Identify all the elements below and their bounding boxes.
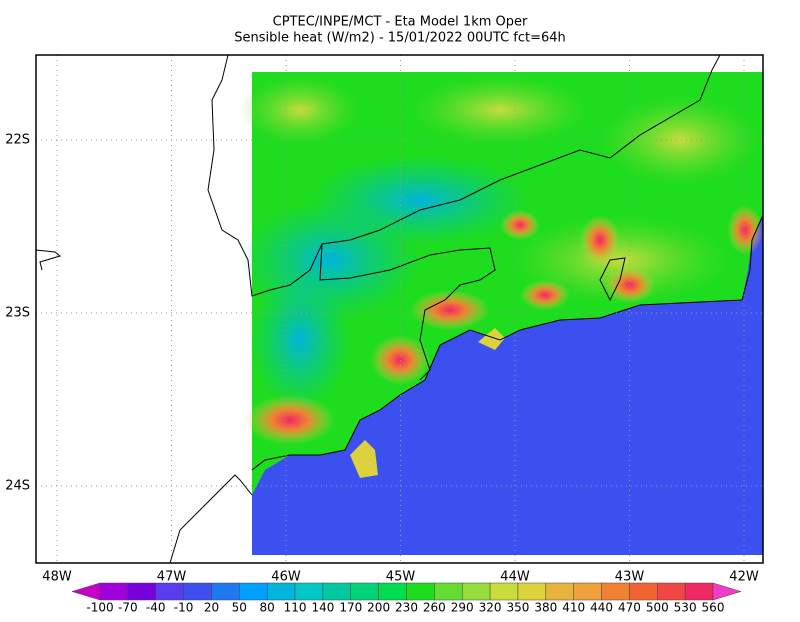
- coastline: [35, 249, 62, 271]
- colorbar-label: 260: [423, 601, 446, 615]
- colorbar-label: 440: [590, 601, 613, 615]
- colorbar-swatch: [155, 582, 184, 601]
- coastline: [251, 214, 764, 471]
- island: [478, 328, 505, 350]
- colorbar-label: 320: [479, 601, 502, 615]
- colorbar-swatch: [350, 582, 379, 601]
- field-patch: [245, 395, 335, 445]
- field-patch: [410, 290, 490, 330]
- boundaries: [35, 54, 764, 564]
- graticule: [36, 55, 763, 563]
- colorbar-swatch: [183, 582, 212, 601]
- colorbar-label: -70: [118, 601, 138, 615]
- colorbar-label: -10: [174, 601, 194, 615]
- field-patch: [250, 270, 350, 410]
- colorbar-swatch: [601, 582, 630, 601]
- field-patch: [500, 210, 540, 240]
- colorbar-label: 470: [618, 601, 641, 615]
- colorbar-swatch: [211, 582, 240, 601]
- field-patch: [240, 75, 360, 145]
- field-patch: [727, 205, 763, 255]
- colorbar-label: -100: [86, 601, 113, 615]
- colorbar-label: 380: [534, 601, 557, 615]
- colorbar-swatch: [294, 582, 324, 601]
- colorbar-label: 50: [232, 601, 247, 615]
- title-line: CPTEC/INPE/MCT - Eta Model 1km Oper: [273, 15, 528, 30]
- lon-label: 45W: [386, 570, 416, 585]
- lat-label: 23S: [5, 306, 30, 321]
- coastline: [169, 474, 253, 564]
- field-patch: [520, 280, 570, 310]
- lon-label: 46W: [271, 570, 301, 585]
- colorbar: -100 -70 -40 -10 20 50 80 110 140 170 200 230 260 290…: [71, 582, 742, 615]
- colorbar-swatch: [684, 582, 714, 601]
- lon-label: 48W: [42, 570, 72, 585]
- colorbar-label: 20: [204, 601, 219, 615]
- lon-label: 47W: [157, 570, 187, 585]
- colorbar-label: 560: [702, 601, 725, 615]
- title: CPTEC/INPE/MCT - Eta Model 1km Oper Sens…: [234, 15, 566, 46]
- title-line: Sensible heat (W/m2) - 15/01/2022 00UTC …: [234, 31, 566, 46]
- field-patch: [600, 95, 760, 185]
- colorbar-swatch: [378, 582, 407, 601]
- colorbar-label: 200: [367, 601, 390, 615]
- field-patch: [310, 155, 530, 245]
- colorbar-label: -40: [146, 601, 166, 615]
- colorbar-swatch: [657, 582, 686, 601]
- colorbar-swatch: [322, 582, 352, 601]
- colorbar-swatch: [266, 582, 296, 601]
- field-patch: [510, 215, 730, 305]
- lat-label: 22S: [5, 133, 30, 148]
- bay-outline: [599, 257, 626, 302]
- colorbar-swatch: [239, 582, 268, 601]
- colorbar-label: 110: [284, 601, 307, 615]
- colorbar-swatch: [127, 582, 156, 601]
- colorbar-swatch: [99, 582, 129, 601]
- colorbar-label: 230: [395, 601, 418, 615]
- colorbar-label: 500: [646, 601, 669, 615]
- colorbar-label: 530: [674, 601, 697, 615]
- lon-label: 42W: [729, 570, 759, 585]
- colorbar-label: 80: [260, 601, 275, 615]
- map-frame: [35, 54, 764, 564]
- colorbar-label: 290: [451, 601, 474, 615]
- field-patch: [410, 75, 590, 145]
- colorbar-swatch: [517, 582, 547, 601]
- colorbar-extension: [712, 582, 742, 601]
- colorbar-swatch: [461, 582, 491, 601]
- colorbar-label: 170: [339, 601, 362, 615]
- lat-label: 24S: [5, 479, 30, 494]
- colorbar-swatch: [434, 582, 463, 601]
- lon-label: 43W: [615, 570, 645, 585]
- colorbar-swatch: [489, 582, 519, 601]
- state-border: [319, 243, 496, 381]
- colorbar-label: 410: [562, 601, 585, 615]
- field-patch: [580, 215, 620, 265]
- island: [350, 440, 378, 478]
- field: [240, 72, 763, 555]
- colorbar-swatch: [406, 582, 435, 601]
- colorbar-extension: [71, 582, 101, 601]
- axis-labels: 48W 47W 46W 45W 44W 43W 42W 22S 23S 24S: [5, 133, 759, 585]
- colorbar-label: 350: [507, 601, 530, 615]
- colorbar-swatch: [629, 582, 658, 601]
- colorbar-label: 140: [311, 601, 334, 615]
- colorbar-swatch: [573, 582, 602, 601]
- lon-label: 44W: [500, 570, 530, 585]
- colorbar-swatch: [545, 582, 574, 601]
